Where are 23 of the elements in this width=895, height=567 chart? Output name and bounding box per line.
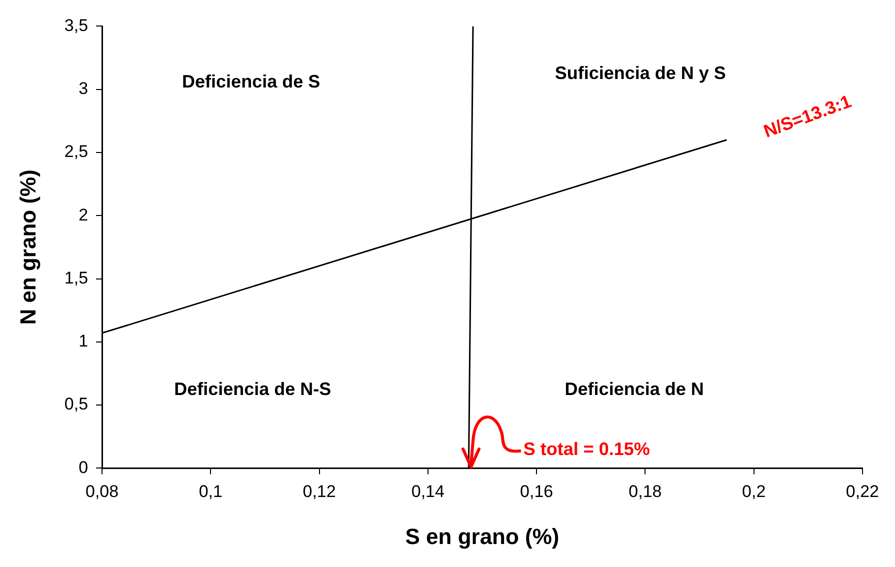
x-tick-label: 0,18 [628,482,662,502]
annotation: Deficiencia de N [564,378,704,399]
x-axis-title: S en grano (%) [405,524,560,549]
y-tick-label: 1,5 [64,268,88,288]
y-tick-label: 3,5 [64,16,88,35]
x-tick-label: 0,12 [302,482,336,502]
y-tick-label: 0,5 [64,394,88,414]
x-tick-label: 0,16 [520,482,554,502]
x-tick-label: 0,08 [85,482,119,502]
x-tick-label: 0,22 [846,482,880,502]
annotation: Deficiencia de S [182,72,320,92]
x-tick-label: 0,1 [198,482,222,502]
annotation: Deficiencia de N-S [174,378,332,399]
y-tick-label: 0 [78,458,88,477]
x-tick-label: 0,14 [411,482,444,502]
y-tick-label: 1 [78,332,88,351]
y-tick-label: 2 [78,205,88,224]
y-tick-label: 2,5 [64,142,88,162]
x-tick-label: 0,2 [742,482,766,502]
y-tick-label: 3 [78,79,88,98]
annotation: Suficiencia de N y S [554,62,726,83]
annotation: S total = 0.15% [523,439,650,460]
y-axis-title: N en grano (%) [15,170,40,325]
